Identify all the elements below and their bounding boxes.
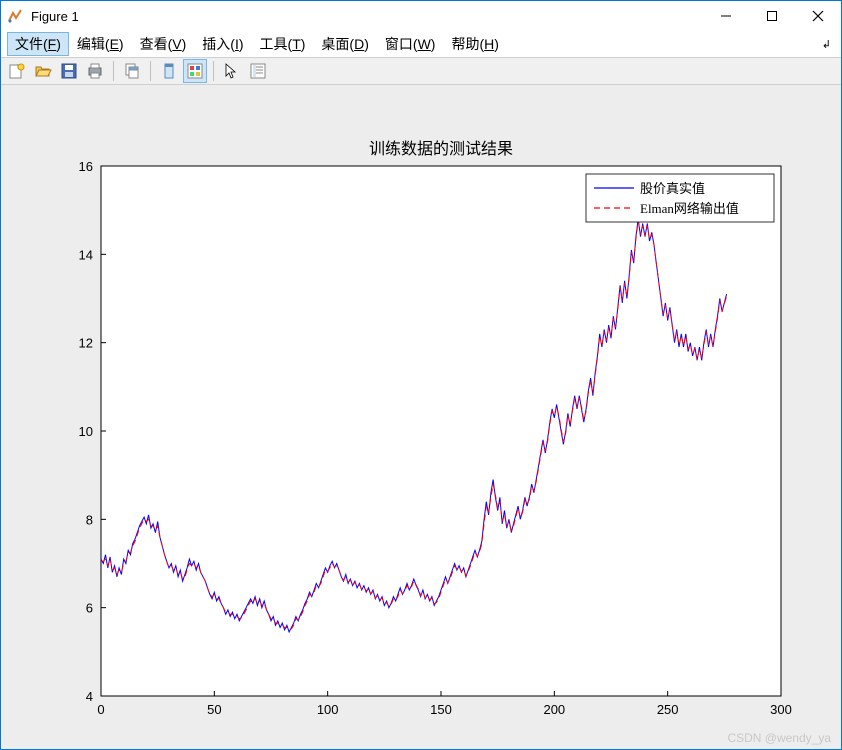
menu-item-4[interactable]: 工具(T) <box>252 32 314 56</box>
toolbar <box>1 57 841 85</box>
maximize-button[interactable] <box>749 1 795 31</box>
axes-box <box>101 166 781 696</box>
copy-icon[interactable] <box>120 59 144 83</box>
data-cursor-icon[interactable] <box>157 59 181 83</box>
minimize-button[interactable] <box>703 1 749 31</box>
xtick-label: 100 <box>317 702 339 717</box>
ytick-label: 6 <box>86 601 93 616</box>
legend-label: 股价真实值 <box>640 181 705 196</box>
menu-item-7[interactable]: 帮助(H) <box>443 32 506 56</box>
ytick-label: 4 <box>86 689 93 704</box>
new-figure-icon[interactable] <box>5 59 29 83</box>
ytick-label: 16 <box>79 159 93 174</box>
toolbar-separator <box>150 61 151 81</box>
menu-item-0[interactable]: 文件(F) <box>7 32 69 56</box>
titlebar: Figure 1 <box>1 1 841 31</box>
ytick-label: 10 <box>79 424 93 439</box>
menubar: 文件(F)编辑(E)查看(V)插入(I)工具(T)桌面(D)窗口(W)帮助(H)… <box>1 31 841 57</box>
axes: 训练数据的测试结果 0 50 100 150 200 250 300 4 6 8 10 12 14 16 股价… <box>1 85 841 747</box>
menu-item-5[interactable]: 桌面(D) <box>313 32 376 56</box>
color-legend-icon[interactable] <box>183 59 207 83</box>
pointer-icon[interactable] <box>220 59 244 83</box>
chart-title: 训练数据的测试结果 <box>369 140 513 158</box>
inspector-icon[interactable] <box>246 59 270 83</box>
print-icon[interactable] <box>83 59 107 83</box>
menu-item-6[interactable]: 窗口(W) <box>377 32 444 56</box>
menu-overflow-icon[interactable]: ↲ <box>822 38 841 51</box>
ytick-label: 8 <box>86 512 93 527</box>
watermark: CSDN @wendy_ya <box>727 731 831 745</box>
toolbar-separator <box>213 61 214 81</box>
menu-item-2[interactable]: 查看(V) <box>132 32 195 56</box>
xtick-label: 150 <box>430 702 452 717</box>
menu-item-3[interactable]: 插入(I) <box>194 32 251 56</box>
xtick-label: 200 <box>543 702 565 717</box>
matlab-icon <box>7 8 23 24</box>
legend-label: Elman网络输出值 <box>640 201 739 216</box>
menu-item-1[interactable]: 编辑(E) <box>69 32 132 56</box>
xtick-label: 50 <box>207 702 221 717</box>
save-icon[interactable] <box>57 59 81 83</box>
xtick-label: 300 <box>770 702 792 717</box>
close-button[interactable] <box>795 1 841 31</box>
open-icon[interactable] <box>31 59 55 83</box>
toolbar-separator <box>113 61 114 81</box>
window-title: Figure 1 <box>31 9 703 24</box>
ytick-label: 14 <box>79 247 93 262</box>
xtick-label: 250 <box>657 702 679 717</box>
xtick-label: 0 <box>97 702 104 717</box>
ytick-label: 12 <box>79 336 93 351</box>
figure-area: 训练数据的测试结果 0 50 100 150 200 250 300 4 6 8 10 12 14 16 股价… <box>1 85 841 749</box>
